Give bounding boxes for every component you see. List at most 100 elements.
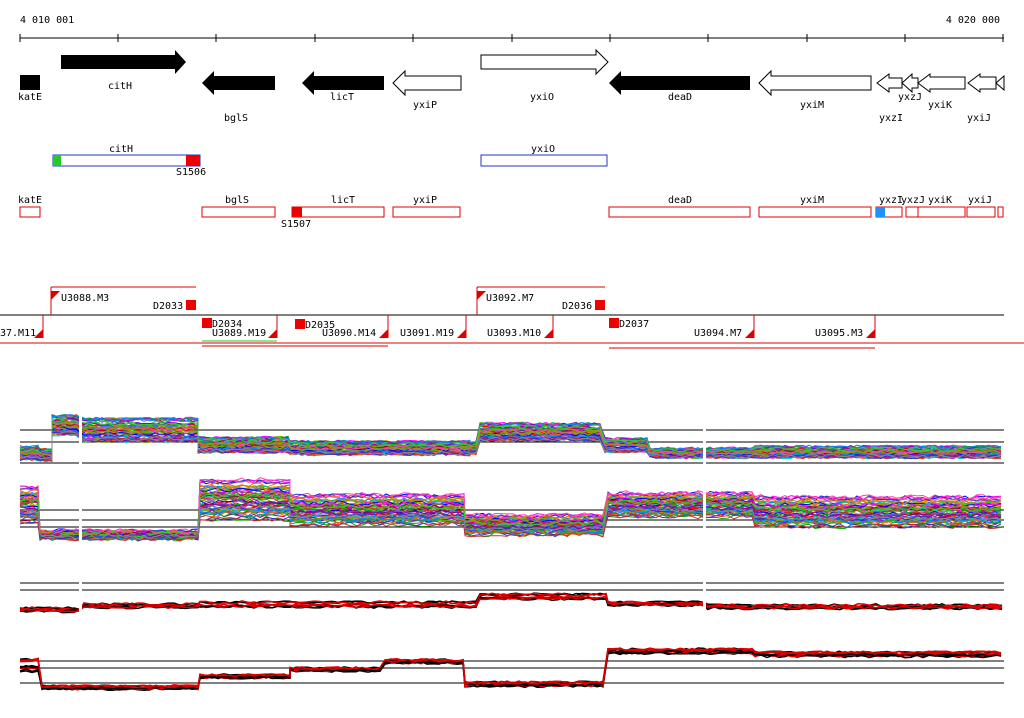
operon-yxiO[interactable]: yxiO: [480, 144, 608, 167]
expression-panel-3: [19, 578, 1004, 615]
operon-yxiM[interactable]: yxiM: [758, 195, 872, 218]
svg-text:bglS: bglS: [224, 113, 248, 124]
gene-track: katE citH bglS licT yxiP yxiO deaD yxiM: [18, 48, 1005, 124]
segment-D2033[interactable]: D2033: [153, 300, 196, 312]
svg-text:licT: licT: [330, 92, 354, 103]
expression-profile: [20, 419, 1001, 454]
operon-yxzI[interactable]: yxzI: [875, 195, 903, 218]
svg-text:U3088.M3: U3088.M3: [61, 293, 109, 304]
gene-yxiM[interactable]: yxiM: [758, 69, 872, 111]
expression-profile: [19, 414, 1002, 453]
expression-profile: [19, 592, 1003, 611]
svg-text:S1507: S1507: [281, 219, 311, 230]
svg-text:D2033: D2033: [153, 301, 183, 312]
segment-D2035[interactable]: D2035: [295, 319, 335, 331]
svg-text:licT: licT: [331, 195, 355, 206]
segment-D2034[interactable]: D2034: [202, 318, 242, 330]
svg-text:katE: katE: [18, 92, 42, 103]
svg-text:U3089.M19: U3089.M19: [212, 328, 266, 339]
segment-U3088.M3[interactable]: U3088.M3: [50, 286, 196, 315]
segment-D2036[interactable]: D2036: [562, 300, 605, 312]
operon-yxiK[interactable]: yxiK: [917, 195, 966, 218]
svg-text:U3092.M7: U3092.M7: [486, 293, 534, 304]
svg-text:D2037: D2037: [619, 319, 649, 330]
operon-yxiP[interactable]: yxiP: [392, 195, 461, 218]
promoter-marker: [53, 155, 61, 166]
svg-text:yxzJ: yxzJ: [901, 195, 925, 206]
segment-U3095.M3[interactable]: U3095.M3: [815, 315, 876, 339]
operon-bglS[interactable]: bglS: [201, 195, 276, 218]
svg-text:yxzJ: yxzJ: [898, 92, 922, 103]
svg-text:U3090.M14: U3090.M14: [322, 328, 376, 339]
ruler-start-label: 4 010 001: [20, 15, 74, 26]
svg-text:U3091.M19: U3091.M19: [400, 328, 454, 339]
gene-deaD[interactable]: deaD: [609, 71, 750, 103]
segment-37.M11[interactable]: 37.M11: [0, 315, 44, 339]
expression-profile: [19, 493, 1002, 538]
segment-U3093.M10[interactable]: U3093.M10: [487, 315, 554, 339]
expression-profile: [19, 420, 1002, 457]
gene-yxiK[interactable]: yxiK: [917, 73, 966, 111]
segment-U3094.M7[interactable]: U3094.M7: [609, 315, 875, 349]
operon-katE[interactable]: katE: [18, 195, 42, 218]
svg-text:yxiM: yxiM: [800, 100, 824, 111]
expression-profile: [19, 513, 1002, 542]
terminator-marker: [186, 155, 200, 166]
svg-text:citH: citH: [109, 144, 133, 155]
segment-U3090.M14[interactable]: U3090.M14: [322, 315, 389, 339]
gene-yxiP[interactable]: yxiP: [392, 69, 462, 111]
svg-text:yxzI: yxzI: [879, 195, 903, 206]
expression-profile: [19, 491, 1002, 537]
operon-deaD[interactable]: deaD: [608, 195, 751, 218]
expression-profile: [19, 484, 1002, 536]
expression-panel-1: [19, 412, 1004, 470]
segment-D2037[interactable]: D2037: [609, 318, 649, 330]
svg-text:yxiP: yxiP: [413, 100, 437, 111]
svg-text:U3094.M7: U3094.M7: [694, 328, 742, 339]
svg-text:yxiO: yxiO: [531, 144, 555, 155]
svg-text:S1506: S1506: [176, 167, 206, 178]
expression-profile: [19, 595, 1003, 613]
gene-licT[interactable]: licT: [302, 71, 384, 103]
segment-U3092.M7[interactable]: U3092.M7: [476, 286, 605, 315]
svg-text:yxzI: yxzI: [879, 113, 903, 124]
operon-yxiJ[interactable]: yxiJ: [966, 195, 1004, 218]
coordinate-ruler: 4 010 001 4 020 000: [19, 15, 1004, 42]
expression-panel-4: [19, 647, 1004, 692]
gene-yxiO[interactable]: yxiO: [480, 48, 609, 103]
expression-profile: [19, 505, 1002, 540]
svg-text:yxiK: yxiK: [928, 195, 952, 206]
svg-text:D2036: D2036: [562, 301, 592, 312]
expression-profile: [19, 477, 1002, 534]
svg-text:katE: katE: [18, 195, 42, 206]
expression-profile: [19, 649, 1002, 690]
gene-bglS[interactable]: bglS: [202, 71, 275, 124]
gene-yxiJ[interactable]: yxiJ: [967, 73, 1005, 124]
svg-text:U3095.M3: U3095.M3: [815, 328, 863, 339]
operon-citH[interactable]: citH S1506: [52, 144, 206, 178]
gene-citH[interactable]: citH: [61, 50, 186, 92]
svg-text:yxiK: yxiK: [928, 100, 952, 111]
expression-profile: [19, 493, 1002, 538]
svg-text:deaD: deaD: [668, 195, 692, 206]
svg-text:D2035: D2035: [305, 320, 335, 331]
svg-text:yxiM: yxiM: [800, 195, 824, 206]
svg-text:yxiP: yxiP: [413, 195, 437, 206]
gene-katE[interactable]: katE: [18, 75, 42, 103]
svg-text:deaD: deaD: [668, 92, 692, 103]
operon-track-blue: citH S1506 yxiO: [52, 144, 608, 178]
svg-text:yxiJ: yxiJ: [967, 113, 991, 124]
svg-text:citH: citH: [108, 81, 132, 92]
svg-text:U3093.M10: U3093.M10: [487, 328, 541, 339]
expression-profile: [19, 595, 1003, 613]
segment-U3091.M19[interactable]: U3091.M19: [400, 315, 467, 339]
expression-panel-2: [19, 477, 1004, 545]
svg-text:37.M11: 37.M11: [0, 328, 36, 339]
ruler-end-label: 4 020 000: [946, 15, 1000, 26]
operon-licT[interactable]: licT S1507: [281, 195, 385, 230]
segment-U3089.M19[interactable]: U3089.M19: [202, 315, 388, 347]
expression-profile: [19, 431, 1002, 461]
expression-profile: [19, 647, 1002, 689]
